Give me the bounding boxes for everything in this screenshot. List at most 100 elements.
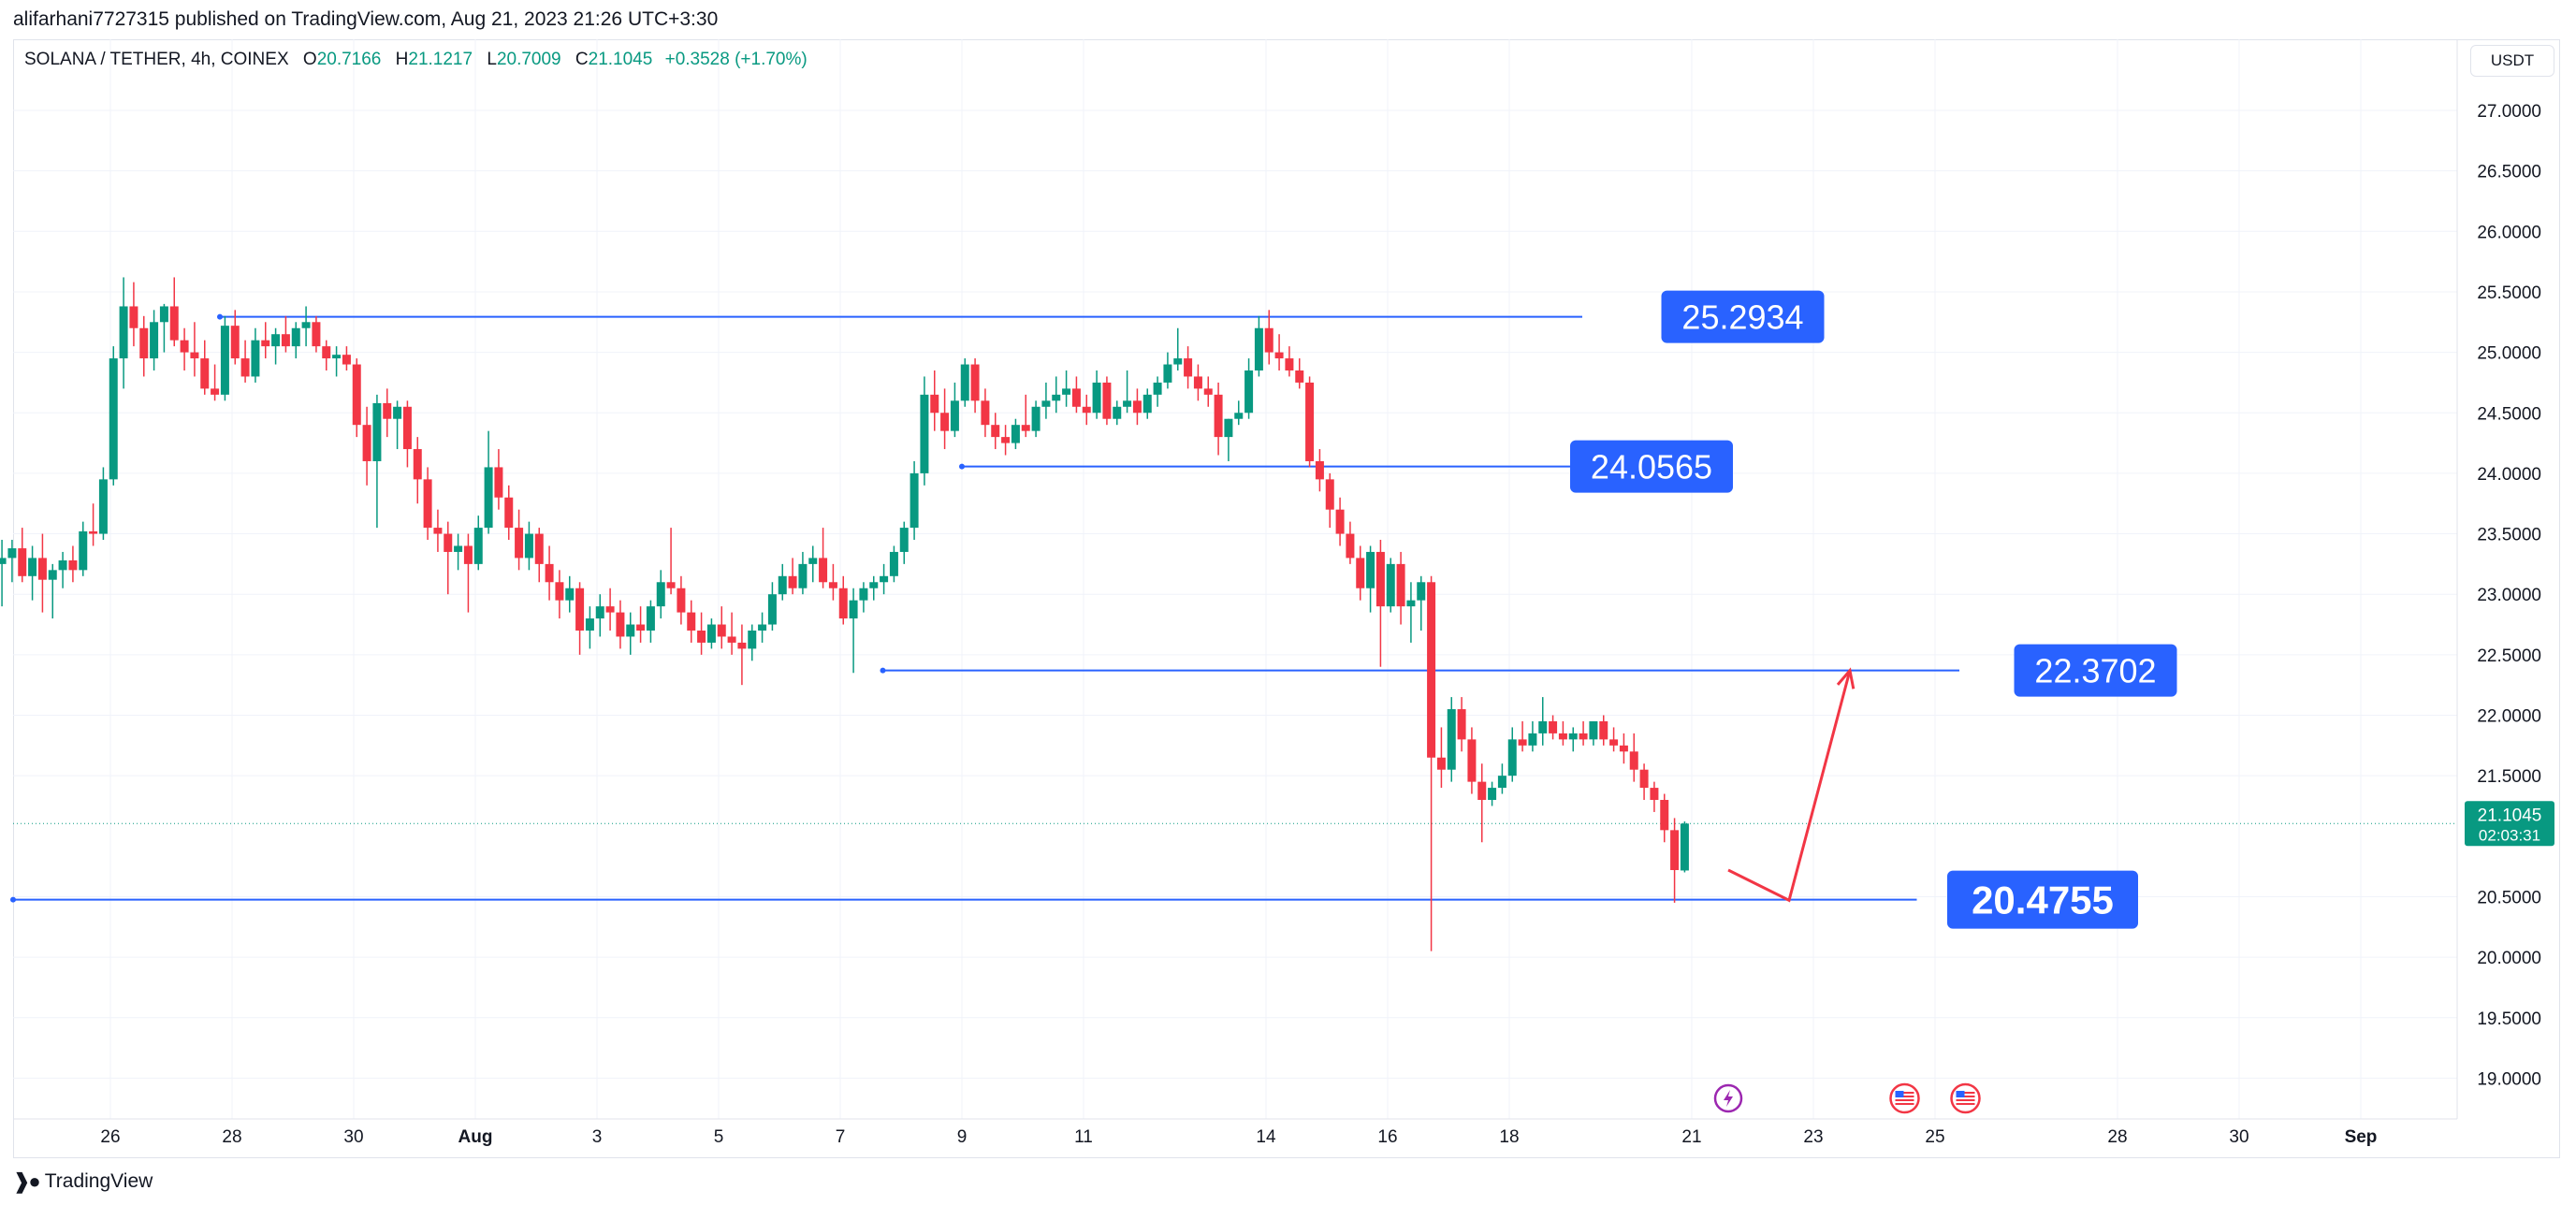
candle-body[interactable] xyxy=(1589,720,1598,740)
candle-body[interactable] xyxy=(454,545,463,552)
candle-body[interactable] xyxy=(393,406,402,419)
candle-body[interactable] xyxy=(159,306,168,323)
candle-body[interactable] xyxy=(1244,370,1254,414)
candle-body[interactable] xyxy=(362,425,371,461)
candle-body[interactable] xyxy=(697,630,706,643)
candle-body[interactable] xyxy=(555,582,564,601)
candle-body[interactable] xyxy=(524,533,533,559)
candle-body[interactable] xyxy=(473,528,483,564)
candle-body[interactable] xyxy=(585,618,594,631)
candle-body[interactable] xyxy=(920,394,929,473)
candle-body[interactable] xyxy=(1001,437,1011,443)
candle-body[interactable] xyxy=(291,327,300,347)
candle-body[interactable] xyxy=(1447,709,1456,770)
candle-body[interactable] xyxy=(301,322,311,328)
candle-body[interactable] xyxy=(180,340,189,353)
candle-body[interactable] xyxy=(545,563,554,583)
level-anchor-point[interactable] xyxy=(880,667,886,674)
candle-body[interactable] xyxy=(0,558,7,564)
candle-body[interactable] xyxy=(1092,382,1101,414)
candle-body[interactable] xyxy=(37,558,47,580)
candle-body[interactable] xyxy=(1549,720,1558,733)
candle-body[interactable] xyxy=(1021,425,1030,431)
candle-body[interactable] xyxy=(169,306,179,341)
candle-body[interactable] xyxy=(1356,558,1365,588)
candle-body[interactable] xyxy=(1396,563,1405,607)
candle-body[interactable] xyxy=(626,624,635,637)
candle-body[interactable] xyxy=(139,327,149,359)
candle-body[interactable] xyxy=(1680,823,1689,871)
candle-body[interactable] xyxy=(706,624,716,643)
candle-body[interactable] xyxy=(646,606,655,631)
candle-body[interactable] xyxy=(1113,406,1122,419)
candle-body[interactable] xyxy=(1305,382,1315,461)
candle-body[interactable] xyxy=(1406,600,1416,607)
candle-body[interactable] xyxy=(889,551,898,576)
candle-body[interactable] xyxy=(281,334,290,347)
candle-body[interactable] xyxy=(828,582,837,588)
candle-body[interactable] xyxy=(1417,582,1426,601)
candle-body[interactable] xyxy=(261,340,270,347)
candle-body[interactable] xyxy=(444,533,453,552)
candle-body[interactable] xyxy=(230,326,240,359)
candle-body[interactable] xyxy=(1507,739,1517,777)
candle-body[interactable] xyxy=(383,402,392,419)
candle-body[interactable] xyxy=(1132,400,1142,414)
candle-body[interactable] xyxy=(1518,739,1527,746)
candle-body[interactable] xyxy=(1163,364,1172,383)
candle-body[interactable] xyxy=(1346,533,1355,559)
candle-body[interactable] xyxy=(1538,720,1548,733)
footer-brand[interactable]: TradingView xyxy=(44,1170,153,1192)
candle-body[interactable] xyxy=(342,355,351,365)
us-flag-event-icon[interactable] xyxy=(1950,1082,1981,1114)
candle-body[interactable] xyxy=(849,600,858,619)
level-price-label-box[interactable] xyxy=(1947,870,2138,929)
candle-body[interactable] xyxy=(1558,733,1567,740)
candle-body[interactable] xyxy=(312,322,321,347)
candle-body[interactable] xyxy=(220,326,229,395)
candle-body[interactable] xyxy=(1193,376,1202,389)
candle-body[interactable] xyxy=(727,636,736,643)
candle-body[interactable] xyxy=(666,582,676,588)
candle-body[interactable] xyxy=(991,425,1000,438)
candle-body[interactable] xyxy=(1234,413,1244,419)
candle-body[interactable] xyxy=(930,394,939,414)
candle-body[interactable] xyxy=(1285,358,1294,370)
candle-body[interactable] xyxy=(767,594,777,625)
candle-body[interactable] xyxy=(190,352,199,359)
candle-body[interactable] xyxy=(869,582,879,588)
candle-body[interactable] xyxy=(463,545,473,564)
candle-body[interactable] xyxy=(28,558,37,576)
candle-body[interactable] xyxy=(1315,460,1324,480)
candle-body[interactable] xyxy=(1670,830,1680,871)
candle-body[interactable] xyxy=(271,334,281,347)
candle-body[interactable] xyxy=(778,575,787,595)
candle-body[interactable] xyxy=(687,612,696,631)
candle-body[interactable] xyxy=(565,588,575,601)
candle-body[interactable] xyxy=(150,322,159,359)
candle-body[interactable] xyxy=(748,630,757,649)
candle-body[interactable] xyxy=(899,528,909,552)
candle-body[interactable] xyxy=(48,570,57,580)
candle-body[interactable] xyxy=(1274,352,1284,359)
candle-body[interactable] xyxy=(838,588,848,619)
candle-body[interactable] xyxy=(352,364,361,426)
candle-body[interactable] xyxy=(1639,769,1649,789)
candle-body[interactable] xyxy=(413,449,422,480)
candle-body[interactable] xyxy=(200,358,210,389)
candle-body[interactable] xyxy=(1173,358,1183,365)
candle-body[interactable] xyxy=(1295,370,1304,383)
candle-body[interactable] xyxy=(1436,757,1446,770)
candle-body[interactable] xyxy=(737,642,747,649)
candle-body[interactable] xyxy=(910,472,919,529)
candle-body[interactable] xyxy=(322,346,331,359)
candle-body[interactable] xyxy=(1477,781,1487,801)
candle-body[interactable] xyxy=(636,624,646,631)
candle-body[interactable] xyxy=(656,582,665,607)
candle-body[interactable] xyxy=(677,588,686,613)
candle-body[interactable] xyxy=(1011,425,1020,443)
candle-body[interactable] xyxy=(1254,327,1263,370)
candle-body[interactable] xyxy=(1619,745,1628,752)
candle-body[interactable] xyxy=(880,575,889,583)
